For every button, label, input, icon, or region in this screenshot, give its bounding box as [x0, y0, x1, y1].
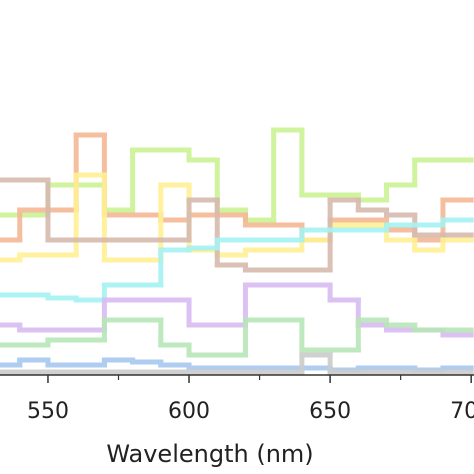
- x-tick-label: 550: [27, 399, 69, 424]
- x-tick-label: 600: [168, 399, 210, 424]
- series-line: [0, 127, 474, 223]
- x-tick-label: 700: [450, 399, 474, 424]
- series-line: [0, 177, 474, 273]
- series-line: [0, 217, 474, 303]
- x-axis-label: Wavelength (nm): [106, 440, 313, 468]
- series-line: [0, 352, 474, 375]
- x-tick-label: 650: [309, 399, 351, 424]
- series-line: [0, 357, 474, 373]
- plot-area: [0, 127, 474, 375]
- series-line: [0, 317, 474, 358]
